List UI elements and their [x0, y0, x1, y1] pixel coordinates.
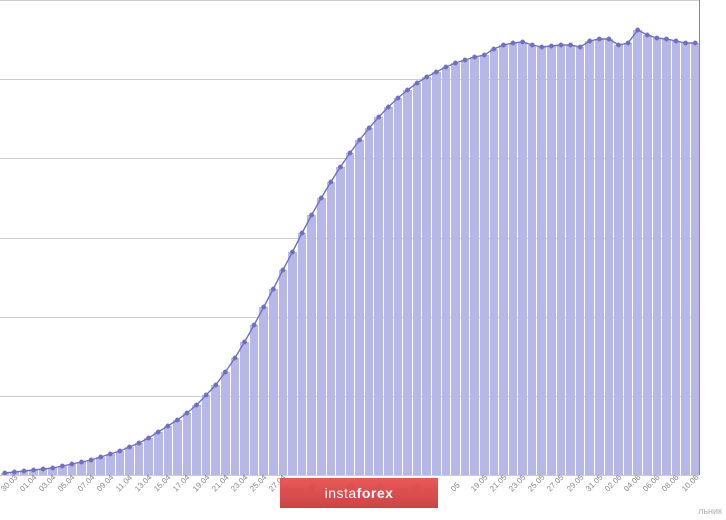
chart-bar — [653, 38, 662, 475]
instaforex-watermark: instaforex — [280, 478, 438, 508]
chart-bar — [585, 41, 594, 475]
chart-bar — [566, 45, 575, 475]
chart-bar — [442, 67, 451, 475]
chart-bar — [672, 41, 681, 475]
chart-bar — [39, 469, 48, 475]
chart-bar — [681, 43, 690, 475]
chart-bar — [451, 63, 460, 475]
chart-bar — [288, 252, 297, 475]
chart-container: 30.0301.0403.0405.0407.0409.0411.0413.04… — [0, 0, 726, 520]
chart-bar — [125, 447, 134, 475]
chart-bar — [624, 43, 633, 475]
chart-bar — [413, 83, 422, 475]
chart-bar — [96, 457, 105, 475]
chart-bar — [77, 462, 86, 475]
chart-bar — [173, 420, 182, 475]
chart-bar — [144, 438, 153, 475]
chart-bar — [595, 39, 604, 475]
chart-bar — [365, 128, 374, 475]
chart-bar — [355, 140, 364, 475]
chart-bar — [106, 454, 115, 475]
chart-bar — [691, 43, 700, 475]
chart-bar — [470, 57, 479, 475]
chart-bar — [183, 413, 192, 475]
chart-bar — [605, 39, 614, 475]
chart-bar — [509, 43, 518, 475]
chart-bar — [374, 117, 383, 475]
chart-bar — [518, 42, 527, 475]
footer-text: льник — [698, 506, 722, 516]
chart-bar — [317, 198, 326, 475]
chart-bar — [662, 39, 671, 475]
x-axis-label: 11.04 — [114, 473, 134, 493]
chart-bar — [643, 35, 652, 475]
chart-bar — [499, 45, 508, 475]
chart-bar — [307, 215, 316, 475]
chart-bar — [346, 153, 355, 475]
chart-plot-area — [0, 0, 700, 475]
x-axis-label: 05 — [449, 481, 462, 494]
chart-bar — [240, 342, 249, 475]
chart-bar — [154, 432, 163, 475]
chart-bar — [221, 372, 230, 475]
chart-bar — [422, 77, 431, 475]
chart-bar — [202, 395, 211, 475]
chart-bar — [432, 72, 441, 475]
chart-bar — [461, 60, 470, 475]
chart-bar — [298, 233, 307, 475]
chart-bar — [614, 45, 623, 475]
chart-bar — [537, 47, 546, 475]
watermark-text-bold: forex — [357, 485, 394, 501]
chart-bar — [164, 426, 173, 475]
chart-bar — [633, 30, 642, 475]
chart-bar — [269, 289, 278, 475]
chart-bar — [116, 451, 125, 475]
chart-bar — [58, 466, 67, 475]
chart-bar — [135, 443, 144, 475]
chart-bar — [259, 307, 268, 475]
chart-bar — [557, 45, 566, 475]
chart-bar — [480, 55, 489, 475]
chart-bar — [327, 182, 336, 475]
chart-bar — [336, 167, 345, 475]
chart-bar — [231, 358, 240, 475]
chart-bar — [576, 47, 585, 475]
chart-bar — [250, 325, 259, 475]
chart-bar — [528, 45, 537, 475]
chart-bar — [279, 270, 288, 475]
chart-bar — [1, 473, 10, 475]
chart-bar — [384, 107, 393, 475]
chart-bar — [20, 471, 29, 475]
chart-bar — [192, 405, 201, 475]
watermark-text-normal: insta — [325, 485, 357, 501]
chart-bar — [547, 46, 556, 475]
chart-bar — [211, 385, 220, 475]
chart-bar — [403, 90, 412, 475]
chart-bar — [394, 98, 403, 475]
chart-bar — [490, 49, 499, 475]
